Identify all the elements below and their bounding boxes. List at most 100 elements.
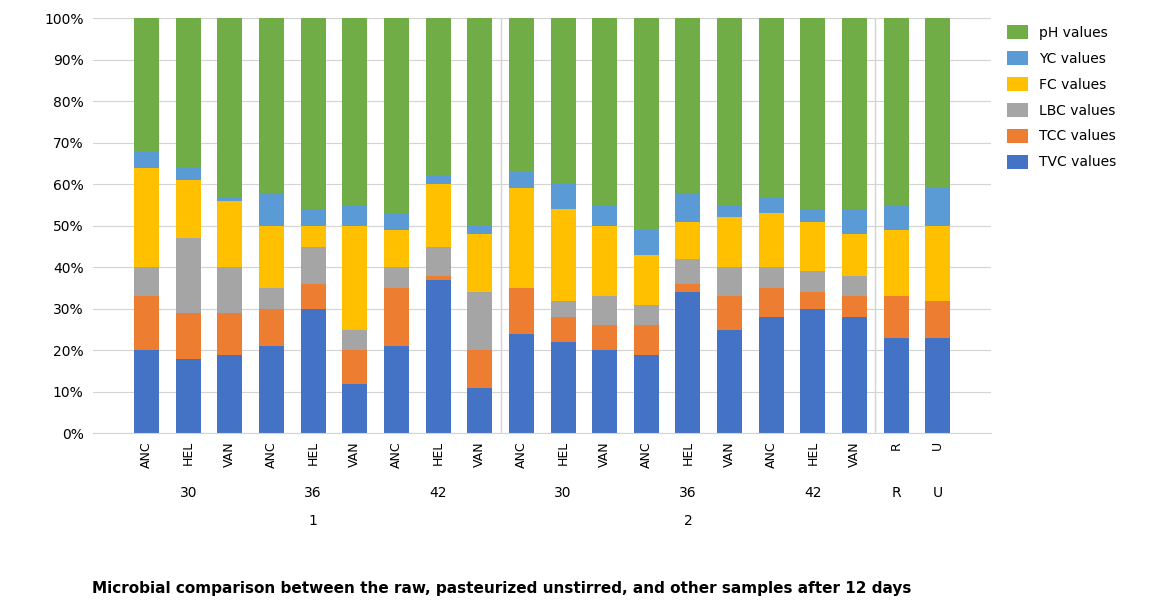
Bar	[926, 338, 950, 433]
Bar	[384, 267, 409, 288]
Bar	[800, 292, 826, 309]
Text: 42: 42	[805, 486, 822, 500]
Bar	[343, 330, 367, 350]
Bar	[426, 247, 450, 276]
Bar	[259, 226, 285, 288]
Bar	[301, 247, 325, 284]
Bar	[426, 18, 450, 176]
Bar	[217, 355, 243, 433]
Bar	[926, 300, 950, 338]
Bar	[675, 193, 701, 222]
Bar	[842, 276, 868, 296]
Bar	[508, 18, 534, 172]
Bar	[134, 267, 159, 296]
Bar	[176, 313, 201, 359]
Bar	[675, 222, 701, 259]
Bar	[800, 209, 826, 222]
Bar	[634, 255, 659, 305]
Bar	[508, 172, 534, 188]
Bar	[508, 288, 534, 334]
Bar	[217, 313, 243, 355]
Bar	[550, 184, 576, 209]
Bar	[508, 188, 534, 288]
Bar	[717, 267, 742, 296]
Bar	[426, 280, 450, 433]
Bar	[176, 180, 201, 238]
Bar	[426, 176, 450, 184]
Bar	[550, 317, 576, 342]
Bar	[717, 217, 742, 267]
Text: 30: 30	[180, 486, 197, 500]
Bar	[176, 359, 201, 433]
Bar	[634, 305, 659, 326]
Bar	[259, 18, 285, 193]
Bar	[634, 18, 659, 230]
Bar	[675, 292, 701, 433]
Bar	[468, 18, 492, 226]
Bar	[384, 288, 409, 346]
Bar	[717, 205, 742, 217]
Bar	[301, 284, 325, 309]
Bar	[592, 326, 617, 350]
Bar	[301, 226, 325, 247]
Bar	[259, 346, 285, 433]
Bar	[884, 296, 908, 338]
Bar	[259, 193, 285, 226]
Bar	[842, 234, 868, 276]
Text: 2: 2	[683, 514, 693, 528]
Bar	[842, 18, 868, 209]
Bar	[884, 18, 908, 205]
Bar	[759, 288, 784, 317]
Bar	[800, 18, 826, 209]
Bar	[550, 342, 576, 433]
Bar	[800, 222, 826, 272]
Bar	[176, 238, 201, 313]
Bar	[259, 288, 285, 309]
Bar	[343, 350, 367, 383]
Bar	[301, 309, 325, 433]
Bar	[176, 167, 201, 180]
Bar	[134, 18, 159, 151]
Bar	[759, 18, 784, 197]
Bar	[384, 230, 409, 267]
Legend: pH values, YC values, FC values, LBC values, TCC values, TVC values: pH values, YC values, FC values, LBC val…	[1007, 25, 1116, 169]
Text: 36: 36	[304, 486, 322, 500]
Bar	[176, 18, 201, 167]
Bar	[884, 338, 908, 433]
Bar	[134, 350, 159, 433]
Bar	[634, 355, 659, 433]
Bar	[550, 18, 576, 184]
Bar	[884, 205, 908, 230]
Bar	[384, 346, 409, 433]
Bar	[217, 197, 243, 201]
Bar	[134, 167, 159, 267]
Bar	[592, 205, 617, 226]
Bar	[634, 326, 659, 355]
Text: 36: 36	[679, 486, 697, 500]
Bar	[426, 276, 450, 280]
Bar	[675, 284, 701, 292]
Bar	[592, 350, 617, 433]
Bar	[717, 296, 742, 330]
Bar	[217, 201, 243, 267]
Text: 1: 1	[309, 514, 317, 528]
Bar	[592, 226, 617, 296]
Bar	[800, 309, 826, 433]
Bar	[343, 226, 367, 330]
Bar	[217, 267, 243, 313]
Bar	[468, 226, 492, 234]
Bar	[468, 350, 492, 388]
Bar	[842, 317, 868, 433]
Bar	[426, 184, 450, 247]
Bar	[550, 300, 576, 317]
Bar	[842, 209, 868, 234]
Bar	[468, 234, 492, 292]
Bar	[926, 188, 950, 226]
Bar	[384, 18, 409, 213]
Bar	[926, 18, 950, 188]
Bar	[550, 209, 576, 300]
Text: U: U	[933, 486, 943, 500]
Bar	[343, 18, 367, 205]
Bar	[301, 18, 325, 209]
Bar	[343, 383, 367, 433]
